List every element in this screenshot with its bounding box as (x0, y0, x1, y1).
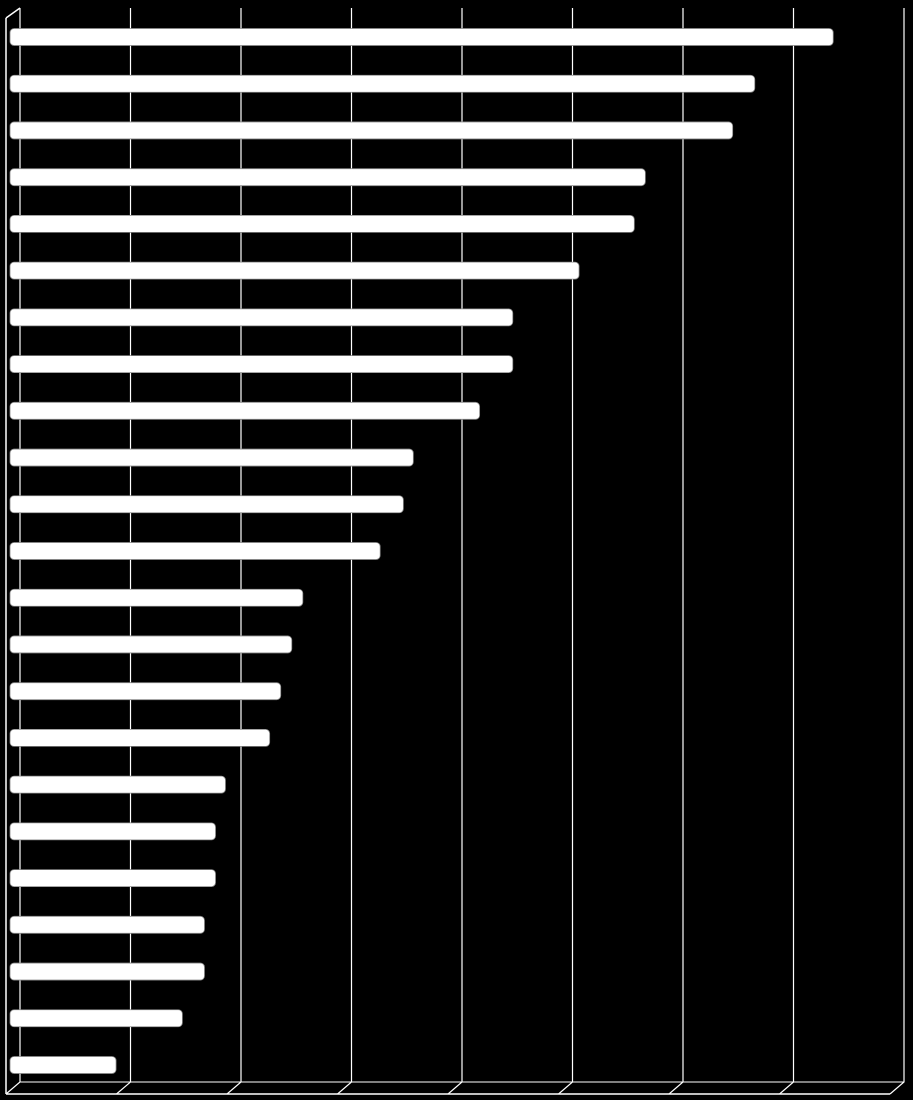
bar (9, 635, 293, 654)
bar (9, 822, 216, 841)
bar (9, 1009, 183, 1028)
corner-edge (5, 7, 21, 19)
bar (9, 775, 226, 794)
bar (9, 542, 381, 560)
bar (9, 682, 282, 701)
bar (9, 495, 404, 514)
grid-line (889, 8, 905, 1095)
bar (9, 121, 734, 140)
bar (9, 1056, 117, 1074)
grid-line (779, 8, 795, 1095)
bar (9, 448, 414, 467)
bar (9, 915, 205, 934)
bar (9, 869, 216, 887)
bar (9, 401, 481, 420)
bar (9, 308, 514, 327)
bar (9, 168, 646, 187)
bar (9, 729, 271, 747)
bar (9, 355, 514, 373)
bar (9, 588, 304, 607)
grid-line (668, 8, 684, 1095)
bar (9, 215, 635, 233)
bar (9, 962, 205, 981)
bar (9, 28, 834, 46)
grid-line (558, 8, 574, 1095)
bar (9, 261, 580, 280)
bar (9, 74, 756, 93)
